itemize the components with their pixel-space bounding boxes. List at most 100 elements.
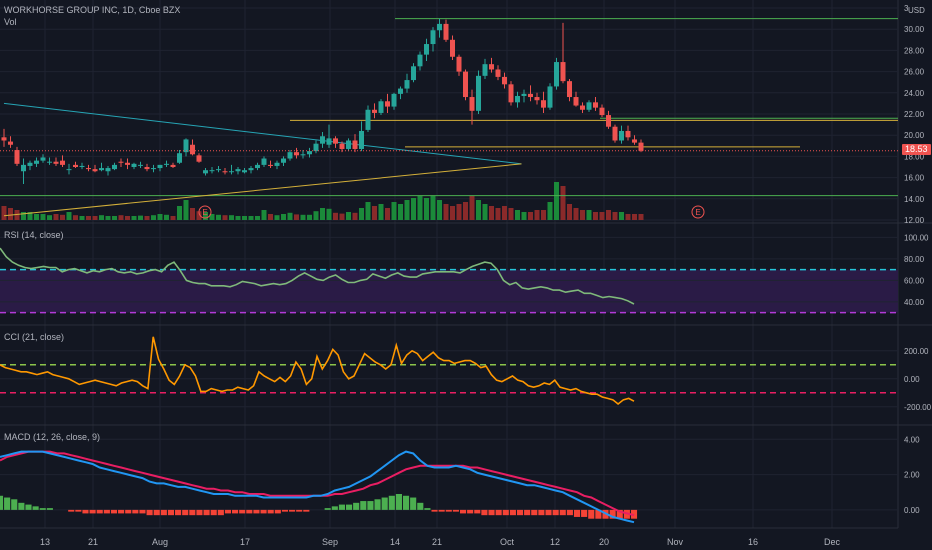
macd-histogram-bar [253, 509, 260, 514]
candle-body [580, 105, 585, 110]
date-tick-label: 13 [40, 537, 50, 547]
candle-body [261, 158, 267, 165]
candle-body [632, 139, 637, 143]
macd-histogram-bar [82, 509, 89, 514]
candle-body [489, 64, 494, 70]
volume-bar [203, 212, 208, 220]
candle-body [424, 44, 429, 55]
candle-body [164, 163, 169, 165]
macd-histogram-bar [274, 509, 281, 514]
date-tick-label: 12 [550, 537, 560, 547]
candle-body [437, 23, 442, 31]
candle-body [612, 126, 618, 141]
volume-bar [112, 216, 117, 220]
indicator-tick-label: 0.00 [904, 375, 920, 384]
price-tick-label: 16.00 [904, 174, 925, 183]
candle-body [47, 161, 52, 163]
candle-body [235, 169, 241, 172]
candle-body [463, 71, 468, 98]
indicator-tick-label: 200.00 [904, 347, 929, 356]
macd-histogram-bar [303, 509, 310, 512]
candle-body [567, 81, 572, 98]
macd-histogram-bar [424, 508, 431, 510]
volume-bar [534, 210, 540, 220]
candle-body [365, 109, 371, 130]
volume-bar [547, 202, 553, 220]
price-tick-label: 22.00 [904, 110, 925, 119]
volume-bar [339, 213, 345, 220]
volume-bar [229, 215, 234, 220]
candle-body [508, 84, 514, 103]
volume-bar [443, 204, 449, 220]
candle-body [66, 169, 72, 171]
candle-body [385, 101, 390, 107]
macd-histogram-bar [417, 502, 424, 510]
volume-bar [86, 216, 91, 220]
candle-body [131, 163, 137, 167]
candle-body [404, 80, 410, 89]
macd-line [0, 450, 635, 524]
volume-bar [216, 214, 221, 220]
macd-histogram-bar [25, 504, 32, 510]
candle-body [619, 130, 624, 141]
volume-bar [417, 196, 423, 220]
macd-histogram-bar [381, 497, 388, 510]
candle-body [79, 165, 85, 167]
candle-body [1, 137, 7, 141]
candle-body [294, 152, 299, 156]
macd-histogram-bar [474, 509, 481, 514]
macd-histogram-bar [402, 495, 410, 510]
volume-bar [593, 212, 598, 220]
date-tick-label: 14 [390, 537, 400, 547]
volume-bar [138, 215, 143, 220]
date-tick-label: Aug [152, 537, 168, 547]
macd-histogram-bar [139, 509, 146, 514]
macd-histogram-bar [224, 509, 232, 514]
volume-bar [255, 216, 260, 220]
candle-body [495, 69, 501, 77]
macd-histogram-bar [4, 497, 11, 510]
volume-bar [606, 210, 611, 220]
price-tick-label: 20.00 [904, 131, 925, 140]
macd-histogram-bar [395, 494, 402, 510]
candle-body [216, 169, 221, 171]
macd-histogram-bar [0, 495, 4, 510]
volume-bar [294, 214, 299, 220]
macd-histogram-bar [32, 506, 39, 510]
macd-title: MACD (12, 26, close, 9) [4, 432, 101, 442]
volume-bar [567, 204, 572, 220]
volume-bar [515, 210, 520, 220]
macd-histogram-bar [502, 509, 509, 516]
macd-histogram-bar [39, 508, 46, 510]
macd-histogram-bar [125, 509, 132, 514]
macd-histogram-bar [68, 509, 75, 512]
candle-body [313, 143, 319, 152]
candle-body [456, 56, 462, 72]
volume-bar [411, 198, 416, 220]
macd-histogram-bar [388, 495, 395, 510]
macd-histogram-bar [374, 499, 381, 510]
candle-body [528, 93, 533, 98]
volume-bar [619, 212, 624, 220]
volume-bar [164, 214, 169, 220]
volume-bar [157, 214, 163, 220]
cci-title: CCI (21, close) [4, 332, 65, 342]
macd-histogram-bar [481, 509, 488, 516]
volume-bar [359, 208, 364, 220]
current-price-badge: 18.53 [902, 144, 931, 155]
macd-histogram-bar [367, 501, 374, 510]
cci-line [0, 336, 635, 406]
date-tick-label: 17 [240, 537, 250, 547]
candle-body [398, 88, 403, 94]
volume-bar [404, 200, 410, 220]
macd-histogram-bar [552, 509, 559, 516]
volume-bar [365, 202, 371, 220]
indicator-tick-label: -200.00 [904, 403, 932, 412]
candle-body [274, 162, 280, 166]
volume-bar [476, 200, 481, 220]
macd-histogram-bar [182, 509, 189, 516]
price-tick-label: 18.00 [904, 152, 925, 161]
candle-body [222, 171, 228, 173]
candle-body [541, 100, 546, 108]
